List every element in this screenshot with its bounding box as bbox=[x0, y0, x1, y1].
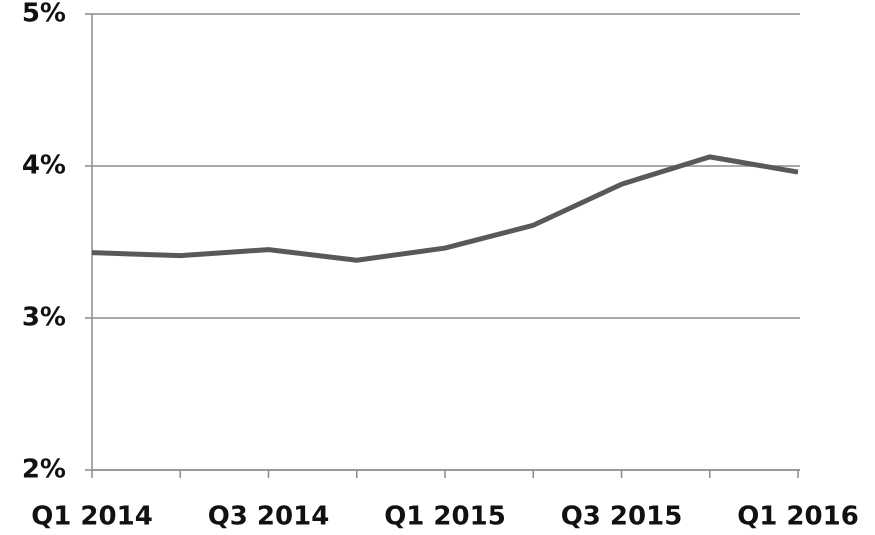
y-tick-label: 3% bbox=[22, 303, 66, 333]
x-tick-label: Q3 2014 bbox=[208, 502, 330, 532]
y-tick-label: 2% bbox=[22, 455, 66, 485]
data-line bbox=[91, 154, 799, 263]
x-tick-label: Q1 2016 bbox=[737, 502, 859, 532]
x-tick-label: Q1 2015 bbox=[384, 502, 506, 532]
x-tick-label: Q3 2015 bbox=[561, 502, 683, 532]
y-tick-label: 4% bbox=[22, 151, 66, 181]
x-tick-label: Q1 2014 bbox=[31, 502, 153, 532]
y-tick-label: 5% bbox=[22, 0, 66, 29]
